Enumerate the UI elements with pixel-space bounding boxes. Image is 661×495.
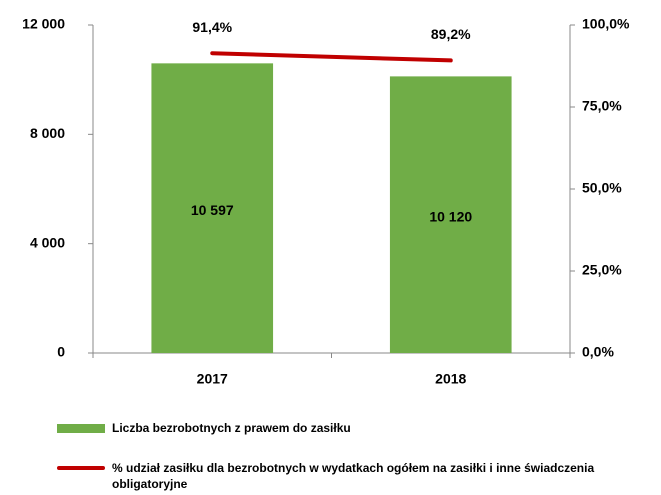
x-tick-label: 2017 — [197, 371, 228, 387]
y2-tick-label: 50,0% — [582, 180, 622, 196]
y2-tick-label: 75,0% — [582, 98, 622, 114]
chart: 0 4 000 8 000 12 000 0,0% 25,0% 50,0% 75,0% 100,… — [22, 16, 630, 387]
legend-label: % udział zasiłku dla bezrobotnych w wyda… — [112, 461, 595, 491]
bar-value-label: 10 597 — [191, 202, 234, 218]
line-value-label: 89,2% — [431, 26, 471, 42]
y-tick-label: 8 000 — [30, 125, 65, 141]
legend-swatch — [57, 424, 105, 433]
y-tick-label: 4 000 — [30, 234, 65, 250]
bar-value-label: 10 120 — [429, 208, 472, 224]
y2-tick-label: 25,0% — [582, 262, 622, 278]
y-tick-label: 0 — [57, 344, 65, 360]
line-value-label: 91,4% — [192, 19, 232, 35]
y2-tick-label: 100,0% — [582, 16, 630, 32]
legend-label: Liczba bezrobotnych z prawem do zasiłku — [112, 421, 351, 435]
bar — [151, 63, 274, 354]
line — [210, 51, 453, 63]
legend-swatch — [57, 466, 105, 470]
bar — [389, 76, 512, 354]
y2-tick-label: 0,0% — [582, 344, 614, 360]
y-tick-label: 12 000 — [22, 16, 65, 32]
x-tick-label: 2018 — [435, 371, 466, 387]
